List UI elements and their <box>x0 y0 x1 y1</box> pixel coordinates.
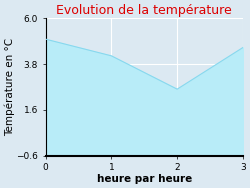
X-axis label: heure par heure: heure par heure <box>97 174 192 184</box>
Y-axis label: Température en °C: Température en °C <box>4 38 15 136</box>
Title: Evolution de la température: Evolution de la température <box>56 4 232 17</box>
